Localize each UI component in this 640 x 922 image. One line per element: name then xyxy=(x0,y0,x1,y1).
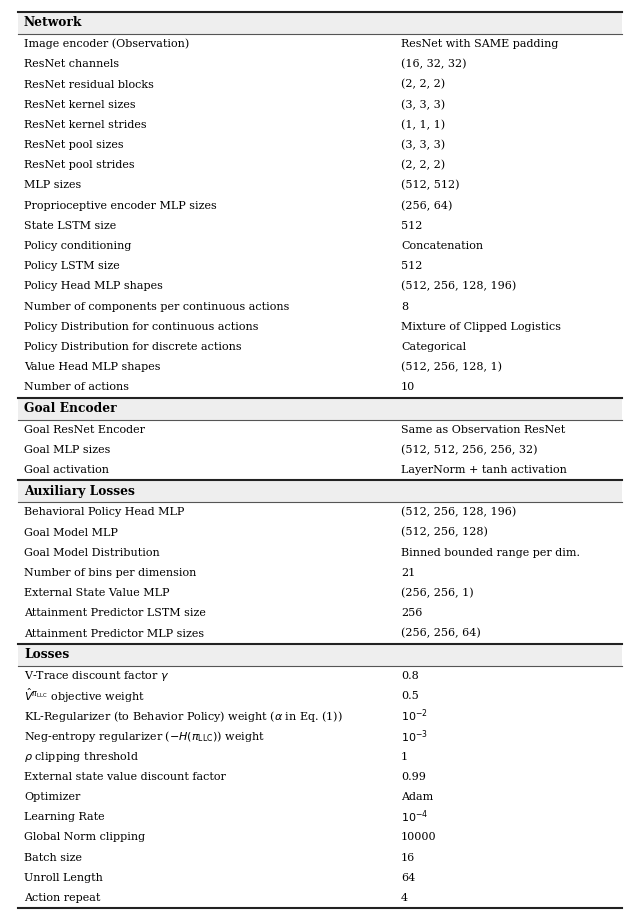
Text: MLP sizes: MLP sizes xyxy=(24,181,81,191)
Text: V-Trace discount factor $\gamma$: V-Trace discount factor $\gamma$ xyxy=(24,668,170,682)
Text: Auxiliary Losses: Auxiliary Losses xyxy=(24,485,135,498)
Text: Attainment Predictor LSTM size: Attainment Predictor LSTM size xyxy=(24,609,206,619)
Text: 8: 8 xyxy=(401,301,408,312)
Text: ResNet with SAME padding: ResNet with SAME padding xyxy=(401,39,558,49)
Text: Policy Distribution for discrete actions: Policy Distribution for discrete actions xyxy=(24,342,242,352)
Text: Batch size: Batch size xyxy=(24,853,82,862)
Text: External State Value MLP: External State Value MLP xyxy=(24,588,170,598)
Text: 0.5: 0.5 xyxy=(401,691,419,701)
Text: (1, 1, 1): (1, 1, 1) xyxy=(401,120,445,130)
Text: (16, 32, 32): (16, 32, 32) xyxy=(401,59,467,69)
Text: 256: 256 xyxy=(401,609,422,619)
Text: $10^{-2}$: $10^{-2}$ xyxy=(401,708,428,725)
Text: ResNet pool strides: ResNet pool strides xyxy=(24,160,134,171)
Text: Policy conditioning: Policy conditioning xyxy=(24,241,131,251)
Text: (512, 256, 128, 196): (512, 256, 128, 196) xyxy=(401,507,516,517)
Text: 4: 4 xyxy=(401,892,408,903)
Text: (256, 256, 1): (256, 256, 1) xyxy=(401,588,474,598)
Text: Image encoder (Observation): Image encoder (Observation) xyxy=(24,39,189,50)
Text: 0.8: 0.8 xyxy=(401,670,419,680)
Text: 512: 512 xyxy=(401,221,422,230)
Text: Unroll Length: Unroll Length xyxy=(24,873,103,882)
Bar xyxy=(18,480,622,502)
Text: Same as Observation ResNet: Same as Observation ResNet xyxy=(401,425,565,434)
Text: ResNet residual blocks: ResNet residual blocks xyxy=(24,79,154,89)
Text: (2, 2, 2): (2, 2, 2) xyxy=(401,79,445,89)
Text: Value Head MLP shapes: Value Head MLP shapes xyxy=(24,362,161,372)
Text: Neg-entropy regularizer ($-H(\pi_{\mathrm{LLC}})$) weight: Neg-entropy regularizer ($-H(\pi_{\mathr… xyxy=(24,728,265,744)
Bar xyxy=(18,644,622,666)
Text: Policy Head MLP shapes: Policy Head MLP shapes xyxy=(24,281,163,291)
Text: Goal Model MLP: Goal Model MLP xyxy=(24,527,118,538)
Text: Learning Rate: Learning Rate xyxy=(24,812,104,822)
Text: Mixture of Clipped Logistics: Mixture of Clipped Logistics xyxy=(401,322,561,332)
Text: (256, 256, 64): (256, 256, 64) xyxy=(401,628,481,639)
Text: Categorical: Categorical xyxy=(401,342,466,352)
Text: KL-Regularizer (to Behavior Policy) weight ($\alpha$ in Eq. (1)): KL-Regularizer (to Behavior Policy) weig… xyxy=(24,709,343,724)
Text: Attainment Predictor MLP sizes: Attainment Predictor MLP sizes xyxy=(24,629,204,639)
Text: 21: 21 xyxy=(401,568,415,578)
Text: 16: 16 xyxy=(401,853,415,862)
Text: (512, 512): (512, 512) xyxy=(401,181,460,191)
Text: Action repeat: Action repeat xyxy=(24,892,100,903)
Text: Concatenation: Concatenation xyxy=(401,241,483,251)
Text: Optimizer: Optimizer xyxy=(24,792,81,802)
Text: Adam: Adam xyxy=(401,792,433,802)
Text: 10000: 10000 xyxy=(401,833,436,843)
Bar xyxy=(18,12,622,34)
Text: Goal Encoder: Goal Encoder xyxy=(24,402,116,415)
Text: (512, 512, 256, 256, 32): (512, 512, 256, 256, 32) xyxy=(401,444,538,455)
Text: Global Norm clipping: Global Norm clipping xyxy=(24,833,145,843)
Text: Goal MLP sizes: Goal MLP sizes xyxy=(24,445,110,455)
Text: ResNet kernel sizes: ResNet kernel sizes xyxy=(24,100,136,110)
Text: Behavioral Policy Head MLP: Behavioral Policy Head MLP xyxy=(24,507,184,517)
Text: $\rho$ clipping threshold: $\rho$ clipping threshold xyxy=(24,750,139,763)
Text: 64: 64 xyxy=(401,873,415,882)
Text: ResNet kernel strides: ResNet kernel strides xyxy=(24,120,147,130)
Text: 1: 1 xyxy=(401,751,408,762)
Text: Proprioceptive encoder MLP sizes: Proprioceptive encoder MLP sizes xyxy=(24,201,217,211)
Text: Policy LSTM size: Policy LSTM size xyxy=(24,261,120,271)
Text: Goal ResNet Encoder: Goal ResNet Encoder xyxy=(24,425,145,434)
Text: Binned bounded range per dim.: Binned bounded range per dim. xyxy=(401,548,580,558)
Text: Losses: Losses xyxy=(24,648,69,661)
Text: Number of actions: Number of actions xyxy=(24,383,129,393)
Text: Number of bins per dimension: Number of bins per dimension xyxy=(24,568,196,578)
Text: 0.99: 0.99 xyxy=(401,772,426,782)
Text: (512, 256, 128, 196): (512, 256, 128, 196) xyxy=(401,281,516,291)
Text: (2, 2, 2): (2, 2, 2) xyxy=(401,160,445,171)
Text: ResNet pool sizes: ResNet pool sizes xyxy=(24,140,124,150)
Text: Network: Network xyxy=(24,17,83,30)
Text: LayerNorm + tanh activation: LayerNorm + tanh activation xyxy=(401,465,567,475)
Text: Policy Distribution for continuous actions: Policy Distribution for continuous actio… xyxy=(24,322,259,332)
Text: (3, 3, 3): (3, 3, 3) xyxy=(401,100,445,110)
Text: External state value discount factor: External state value discount factor xyxy=(24,772,226,782)
Text: State LSTM size: State LSTM size xyxy=(24,221,116,230)
Text: (3, 3, 3): (3, 3, 3) xyxy=(401,140,445,150)
Text: 10: 10 xyxy=(401,383,415,393)
Text: Goal Model Distribution: Goal Model Distribution xyxy=(24,548,160,558)
Text: Goal activation: Goal activation xyxy=(24,465,109,475)
Text: Number of components per continuous actions: Number of components per continuous acti… xyxy=(24,301,289,312)
Text: (256, 64): (256, 64) xyxy=(401,200,452,211)
Text: $10^{-4}$: $10^{-4}$ xyxy=(401,809,428,825)
Text: $\hat{V}^{\pi_{\mathrm{LLC}}}$ objective weight: $\hat{V}^{\pi_{\mathrm{LLC}}}$ objective… xyxy=(24,687,145,705)
Text: 512: 512 xyxy=(401,261,422,271)
Text: ResNet channels: ResNet channels xyxy=(24,59,119,69)
Text: $10^{-3}$: $10^{-3}$ xyxy=(401,728,428,745)
Text: (512, 256, 128, 1): (512, 256, 128, 1) xyxy=(401,362,502,372)
Bar xyxy=(18,397,622,420)
Text: (512, 256, 128): (512, 256, 128) xyxy=(401,527,488,538)
